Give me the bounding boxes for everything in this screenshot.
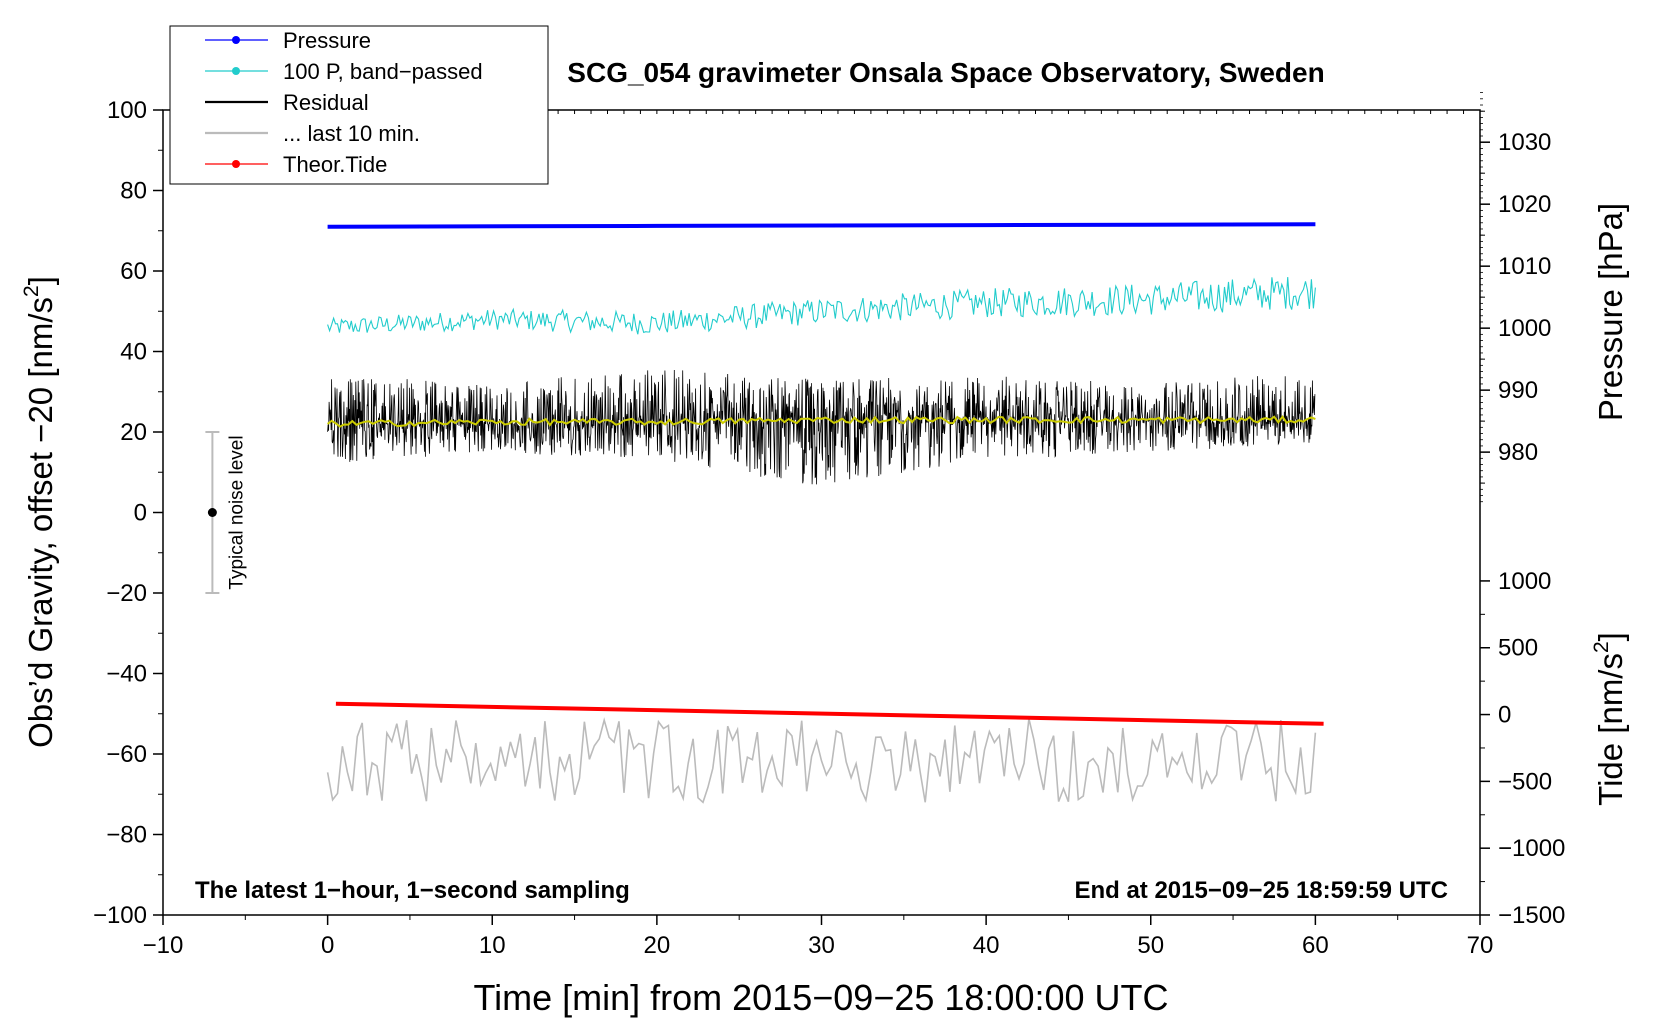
tide-tick-label: −1500	[1498, 902, 1565, 929]
legend-box	[169, 25, 549, 185]
series-band-passed	[327, 277, 1316, 335]
y-axis-label-left-text: Obs’d Gravity, offset −20 [nm/s	[22, 297, 59, 748]
y-tick-label: −100	[93, 902, 147, 929]
x-tick-label: 50	[1137, 932, 1164, 959]
y-tick-label: 20	[120, 419, 147, 446]
y-axis-label-left-end: ]	[22, 276, 59, 285]
y-axis-label-tide-text: Tide [nm/s	[1592, 653, 1629, 806]
noise-level-indicator: Typical noise level	[205, 431, 247, 594]
y-tick-label: 60	[120, 258, 147, 285]
x-tick-label: 0	[321, 932, 334, 959]
x-axis-label: Time [min] from 2015−09−25 18:00:00 UTC	[473, 977, 1168, 1018]
legend-marker	[232, 67, 240, 75]
legend-label: 100 P, band−passed	[283, 59, 483, 84]
x-tick-label: 20	[644, 932, 671, 959]
y-axis-label-tide: Tide [nm/s2]	[1590, 632, 1629, 806]
legend: Pressure 100 P, band−passed Residual ... la…	[169, 25, 549, 185]
x-tick-label: 10	[479, 932, 506, 959]
x-tick-label: 40	[973, 932, 1000, 959]
legend-label: Residual	[283, 90, 369, 115]
tide-tick-label: 500	[1498, 635, 1538, 662]
annotation-end-time: End at 2015−09−25 18:59:59 UTC	[1074, 877, 1448, 904]
y-axis-label-pressure: Pressure [hPa]	[1592, 203, 1629, 421]
y-axis-label-left: Obs’d Gravity, offset −20 [nm/s2]	[20, 276, 59, 748]
y-tick-label: −60	[106, 741, 147, 768]
y-tick-label: 0	[134, 500, 147, 527]
legend-label: Pressure	[283, 28, 371, 53]
x-tick-label: 60	[1302, 932, 1329, 959]
pressure-tick-label: 990	[1498, 377, 1538, 404]
legend-items: Pressure 100 P, band−passed Residual ... la…	[205, 28, 483, 177]
y-tick-label: 100	[107, 97, 147, 124]
pressure-tick-label: 1030	[1498, 129, 1551, 156]
y-axis-label-left-sup: 2	[20, 285, 43, 297]
noise-level-dot	[207, 508, 217, 517]
pressure-tick-label: 1020	[1498, 191, 1551, 218]
tide-tick-label: 1000	[1498, 568, 1551, 595]
series-pressure	[327, 222, 1316, 229]
y-tick-label: −20	[106, 580, 147, 607]
series-theor-tide	[335, 701, 1324, 726]
legend-label: Theor.Tide	[283, 152, 387, 177]
tide-tick-label: −500	[1498, 768, 1552, 795]
y-tick-label: 80	[120, 178, 147, 205]
legend-marker	[232, 160, 240, 168]
axis-ticks: −10 0 10 20 30 40 50 60 70−100−80−60−40−20020406…	[93, 92, 1565, 959]
noise-level-label: Typical noise level	[226, 435, 247, 589]
series-last-10-min	[326, 717, 1317, 804]
x-tick-label: −10	[143, 932, 184, 959]
y-axis-label-tide-sup: 2	[1590, 641, 1613, 653]
x-tick-label: 70	[1467, 932, 1494, 959]
tide-tick-label: −1000	[1498, 835, 1565, 862]
series-layer	[326, 222, 1324, 804]
y-tick-label: 40	[120, 339, 147, 366]
series-residual	[327, 369, 1316, 485]
pressure-tick-label: 980	[1498, 439, 1538, 466]
pressure-tick-label: 1010	[1498, 253, 1551, 280]
y-tick-label: −40	[106, 661, 147, 688]
pressure-tick-label: 1000	[1498, 315, 1551, 342]
x-tick-label: 30	[808, 932, 835, 959]
y-tick-label: −80	[106, 822, 147, 849]
annotation-sampling: The latest 1−hour, 1−second sampling	[195, 877, 630, 904]
series-residual-smoothed	[326, 414, 1316, 428]
tide-tick-label: 0	[1498, 702, 1511, 729]
legend-marker	[232, 36, 240, 44]
y-axis-label-tide-end: ]	[1592, 632, 1629, 641]
chart-title: SCG_054 gravimeter Onsala Space Observat…	[567, 57, 1324, 88]
legend-label: ... last 10 min.	[283, 121, 420, 146]
